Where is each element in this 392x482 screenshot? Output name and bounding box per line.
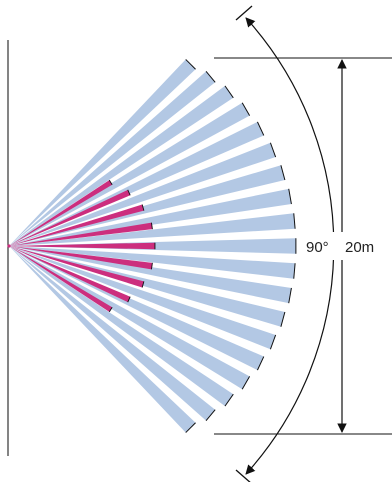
beam-end-cap xyxy=(280,311,286,327)
beam-end-cap xyxy=(205,71,216,83)
short-range-beam xyxy=(9,189,131,246)
beam-end-cap xyxy=(293,213,296,229)
beam-end-cap xyxy=(280,165,286,181)
short-range-beam xyxy=(9,246,153,270)
beam-end-cap xyxy=(108,307,113,313)
angle-top-tick xyxy=(235,5,253,21)
long-range-beam xyxy=(9,71,216,246)
short-range-beam xyxy=(9,204,144,246)
long-range-beam xyxy=(9,188,292,246)
long-range-beam xyxy=(9,121,264,246)
short-range-beam xyxy=(9,242,155,250)
beam-end-cap xyxy=(141,204,145,211)
long-range-beam xyxy=(9,246,292,304)
beam-end-cap xyxy=(141,281,145,288)
long-range-beam xyxy=(9,59,196,246)
beam-end-cap xyxy=(293,263,296,279)
coverage-angle-label: 90° xyxy=(306,239,329,256)
beam-end-cap xyxy=(256,356,265,371)
beam-end-cap xyxy=(185,59,196,70)
long-range-beam xyxy=(9,246,216,421)
beam-end-cap xyxy=(127,296,131,303)
angle-bottom-tick xyxy=(235,469,251,482)
long-range-beam xyxy=(9,246,264,371)
beam-end-cap xyxy=(269,334,277,350)
beam-end-cap xyxy=(288,188,292,205)
beam-end-cap xyxy=(224,85,234,99)
long-range-beam xyxy=(9,85,234,246)
beam-end-cap xyxy=(288,287,292,304)
short-range-beam xyxy=(9,246,144,288)
beam-end-caps xyxy=(108,59,297,433)
beam-end-cap xyxy=(269,142,277,158)
long-range-beam xyxy=(9,246,296,279)
beam-end-cap xyxy=(224,393,234,407)
sensor-origin-point xyxy=(7,244,11,248)
short-range-beam xyxy=(9,180,113,246)
beam-end-cap xyxy=(185,422,196,433)
beam-end-cap xyxy=(151,262,153,270)
beam-end-cap xyxy=(151,222,153,230)
beam-end-cap xyxy=(205,409,216,421)
long-range-beam xyxy=(9,246,276,350)
short-range-zone xyxy=(9,180,155,312)
long-range-beam xyxy=(9,246,196,433)
short-range-beam xyxy=(9,246,113,312)
short-range-beam xyxy=(9,222,153,246)
range-label: 20m xyxy=(345,239,374,256)
long-range-beam xyxy=(9,142,276,246)
beam-end-cap xyxy=(108,179,113,185)
beam-end-cap xyxy=(127,189,131,196)
short-range-beam xyxy=(9,246,131,303)
long-range-beam xyxy=(9,213,296,246)
long-range-beam xyxy=(9,246,234,407)
beam-end-cap xyxy=(256,121,265,136)
